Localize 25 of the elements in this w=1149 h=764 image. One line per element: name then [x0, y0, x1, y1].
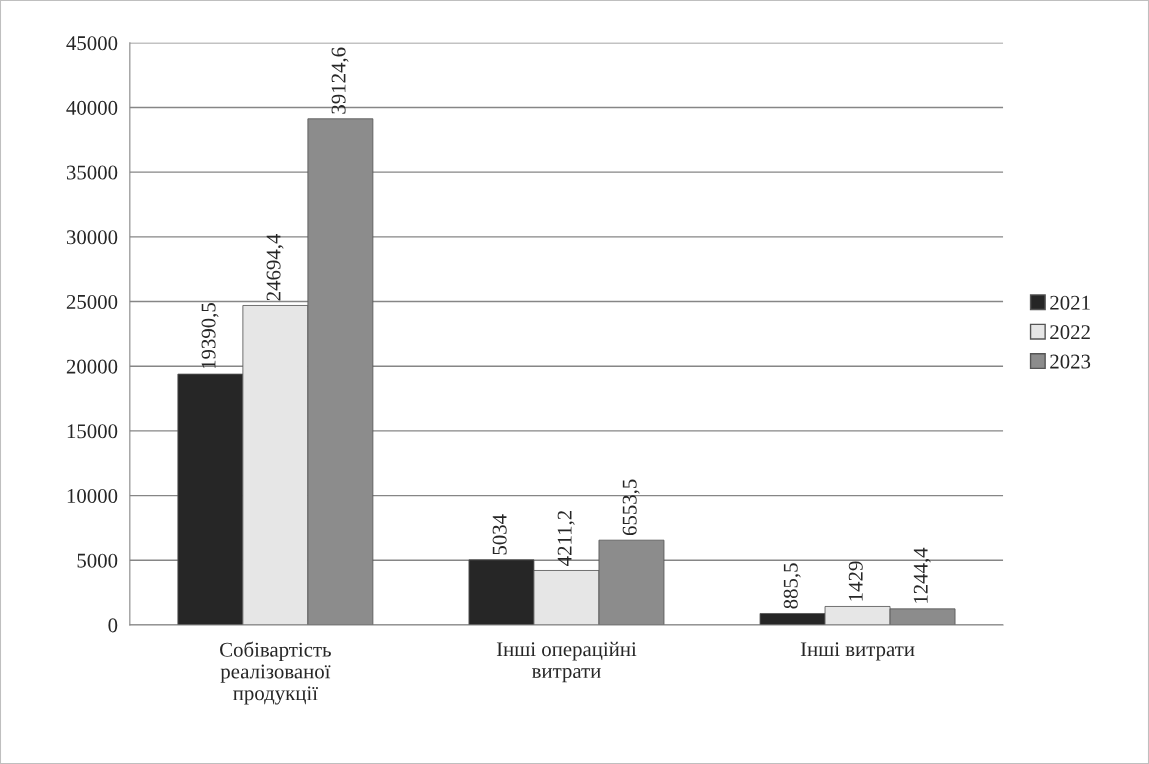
y-tick-label: 45000 [66, 36, 118, 51]
x-tick-label: Собівартість реалізованої продукції [220, 641, 331, 705]
x-tick-label: Інші операційні витрати [496, 641, 637, 683]
data-label: 6553,5 [622, 479, 640, 536]
y-tick-label: 20000 [66, 359, 118, 374]
data-label: 1429 [848, 561, 863, 601]
data-label: 5034 [492, 514, 507, 555]
data-label: 1244,4 [913, 547, 931, 603]
y-tick-label: 15000 [67, 424, 118, 439]
x-tick-label: Інші витрати [800, 642, 915, 661]
data-label: 19390,5 [201, 303, 219, 369]
y-tick-label: 5000 [77, 553, 118, 568]
y-tick-label: 40000 [66, 100, 118, 115]
data-label: 39124,6 [331, 47, 349, 114]
y-tick-label: 35000 [66, 165, 118, 180]
y-tick-label: 10000 [67, 488, 118, 504]
y-tick-label: 25000 [66, 294, 118, 309]
data-label: 885,5 [783, 563, 801, 609]
data-label: 4211,2 [557, 510, 575, 566]
legend-label: 2022 [1050, 325, 1090, 340]
legend-label: 2021 [1050, 295, 1090, 310]
legend-label: 2023 [1050, 354, 1091, 369]
y-tick-label: 30000 [66, 230, 118, 245]
data-label: 24694,4 [266, 233, 284, 301]
y-tick-label: 0 [108, 618, 118, 633]
